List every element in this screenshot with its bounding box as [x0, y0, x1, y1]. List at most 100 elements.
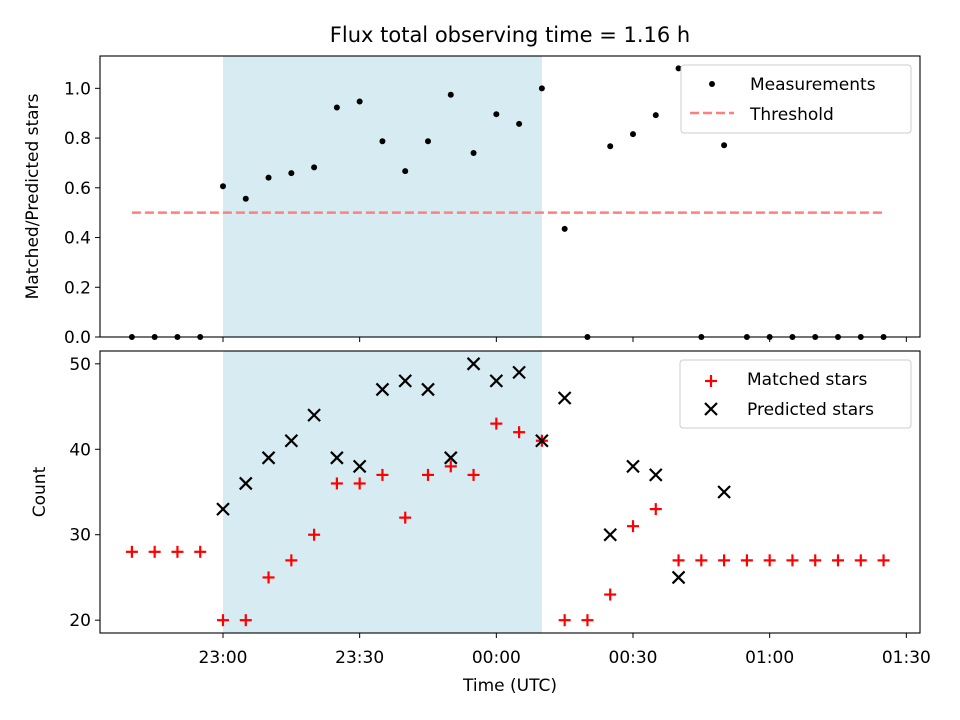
top-legend-box	[680, 64, 912, 134]
matched-star-point	[376, 468, 389, 481]
matched-star-point	[718, 554, 731, 567]
bottom-legend-box	[679, 359, 912, 429]
predicted-star-point	[466, 357, 481, 371]
predicted-star-point	[512, 365, 526, 380]
matched-star-point	[148, 545, 161, 558]
top-y-tick-label: 1.0	[64, 79, 91, 99]
chart-title: Flux total observing time = 1.16 h	[330, 23, 690, 47]
top-axes-frame	[99, 55, 921, 338]
top-shaded-span	[223, 56, 542, 337]
matched-star-point	[353, 477, 366, 490]
legend-measurements-marker	[709, 81, 715, 87]
top-y-tick-label: 0.2	[64, 278, 91, 298]
top-y-tick-label: 0.0	[64, 328, 91, 348]
top-y-tick-label: 0.4	[64, 229, 91, 249]
top-panel: 0.0 0.2 0.4 0.6 0.8 1.0 Matched/Predicted sta…	[23, 55, 921, 348]
bottom-y-tick-label: 50	[69, 355, 91, 375]
measurement-point	[721, 142, 728, 149]
predicted-star-point	[216, 502, 230, 516]
measurement-point	[447, 91, 454, 98]
measurement-point	[493, 111, 500, 118]
top-legend: Measurements Threshold	[680, 64, 912, 134]
bottom-axes-frame	[99, 350, 921, 634]
measurement-point	[379, 138, 386, 145]
bottom-y-tick-label: 20	[69, 611, 91, 631]
measurement-point	[516, 120, 523, 127]
predicted-star-point	[626, 459, 640, 474]
bottom-y-tick-label: 30	[69, 526, 91, 546]
top-y-tick-label: 0.6	[64, 179, 91, 199]
x-tick-label: 01:30	[882, 648, 931, 668]
matched-star-point	[513, 426, 526, 439]
x-tick-label: 01:00	[745, 648, 794, 668]
predicted-star-point	[535, 433, 549, 448]
measurement-point	[607, 143, 614, 150]
legend-predicted-label: Predicted stars	[747, 400, 874, 420]
legend-matched-label: Matched stars	[747, 370, 867, 390]
predicted-star-point	[421, 382, 435, 397]
matched-star-point	[558, 614, 571, 627]
matched-star-point	[308, 528, 321, 541]
measurement-point	[333, 104, 340, 111]
matched-star-point	[695, 554, 708, 567]
predicted-star-point	[261, 451, 276, 465]
matched-star-point	[809, 554, 822, 567]
x-tick-label: 23:00	[199, 648, 248, 668]
matched-star-point	[422, 468, 434, 481]
measurement-point	[242, 195, 249, 202]
top-y-tick-label: 0.8	[64, 129, 91, 149]
matched-star-point	[581, 614, 594, 627]
measurement-point	[652, 112, 659, 119]
legend-matched-marker	[705, 375, 717, 387]
predicted-star-point	[352, 459, 367, 474]
measurement-point	[675, 65, 682, 72]
predicted-star-point	[284, 433, 299, 448]
matched-star-point	[786, 554, 799, 567]
measurement-point	[311, 164, 318, 171]
legend-measurements-label: Measurements	[750, 75, 876, 95]
legend-predicted-marker	[704, 402, 718, 416]
matched-star-point	[399, 511, 412, 524]
x-tick-label: 23:30	[335, 648, 384, 668]
measurement-point	[630, 131, 636, 138]
matched-star-point	[604, 588, 617, 601]
x-tick-label: 00:30	[609, 648, 658, 668]
measurement-point	[265, 174, 272, 181]
matched-star-point	[877, 554, 890, 567]
predicted-star-point	[307, 408, 321, 422]
bottom-legend: Matched stars Predicted stars	[679, 359, 912, 429]
matched-star-point	[194, 545, 207, 558]
x-tick-label: 00:00	[472, 648, 521, 668]
bottom-shaded-span	[223, 351, 542, 633]
measurement-point	[561, 225, 568, 232]
predicted-star-point	[375, 382, 390, 397]
matched-star-point	[763, 554, 776, 567]
matched-star-point	[285, 554, 298, 567]
predicted-star-point	[671, 570, 686, 585]
predicted-star-point	[717, 485, 731, 499]
top-y-axis-label: Matched/Predicted stars	[23, 93, 43, 299]
measurement-point	[470, 149, 477, 156]
matched-star-point	[125, 545, 138, 558]
x-axis-label: Time (UTC)	[462, 676, 557, 696]
measurement-point	[538, 85, 545, 92]
matched-star-point	[330, 477, 343, 490]
predicted-star-point	[238, 476, 253, 491]
measurement-point	[220, 183, 226, 190]
matched-star-point	[649, 503, 662, 516]
matched-star-point	[627, 520, 639, 533]
measurement-point	[425, 138, 431, 145]
matched-star-point	[217, 614, 229, 627]
measurement-point	[288, 170, 295, 177]
matched-star-point	[854, 554, 867, 567]
legend-threshold-label: Threshold	[749, 105, 834, 125]
predicted-star-point	[648, 468, 663, 482]
matched-star-point	[262, 571, 275, 584]
predicted-star-point	[398, 374, 413, 388]
matched-star-point	[239, 614, 252, 627]
measurement-point	[356, 98, 363, 105]
predicted-star-point	[443, 451, 458, 465]
matched-star-point	[740, 554, 753, 567]
